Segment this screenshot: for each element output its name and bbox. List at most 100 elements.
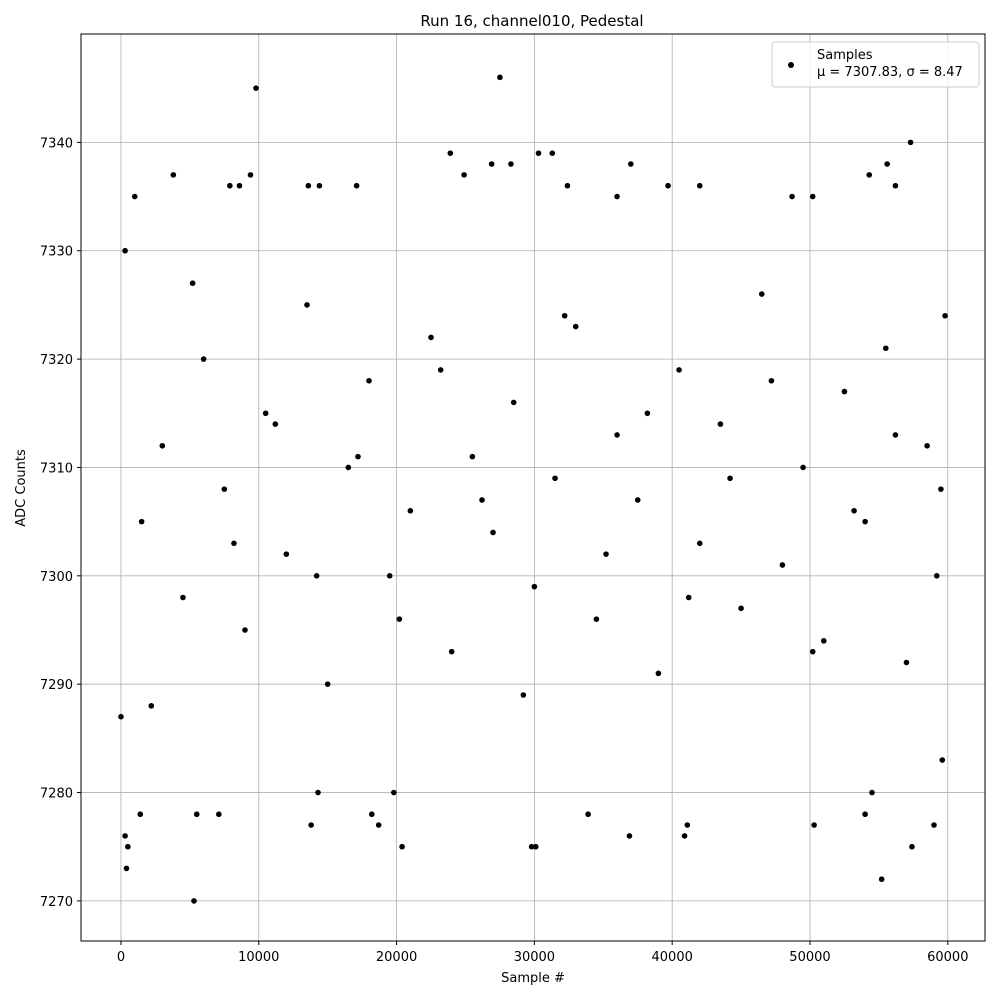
point	[428, 334, 434, 341]
point	[789, 193, 795, 200]
point	[510, 399, 517, 406]
point	[479, 497, 485, 503]
point	[368, 811, 375, 818]
point	[939, 757, 946, 763]
point	[253, 85, 259, 91]
point	[386, 573, 393, 579]
y-tick-label: 7300	[40, 570, 73, 585]
point	[375, 822, 382, 828]
point	[242, 627, 248, 633]
point	[892, 182, 899, 189]
point	[531, 583, 538, 590]
point	[407, 507, 414, 514]
point	[221, 486, 228, 492]
plot-frame	[80, 33, 986, 942]
point	[399, 843, 405, 850]
x-axis-label: Sample #	[501, 971, 565, 986]
x-tick-label: 60000	[927, 950, 968, 965]
point	[841, 388, 848, 395]
legend-marker	[788, 62, 794, 68]
point	[193, 811, 200, 818]
point	[644, 410, 651, 417]
point	[180, 594, 186, 601]
y-tick-label: 7320	[40, 353, 73, 368]
point	[866, 172, 873, 178]
point	[366, 377, 372, 384]
point	[236, 182, 243, 189]
y-tick-label: 7310	[40, 461, 73, 476]
point	[907, 139, 914, 146]
point	[313, 573, 320, 579]
point	[564, 182, 571, 189]
point	[137, 811, 144, 818]
point	[508, 161, 514, 167]
point	[396, 616, 403, 622]
x-tick-label: 20000	[376, 950, 417, 965]
point	[308, 822, 314, 828]
point	[884, 161, 890, 167]
point	[924, 442, 930, 449]
point	[665, 182, 671, 189]
y-tick-label: 7330	[40, 245, 73, 260]
legend-label: μ = 7307.83, σ = 8.47	[817, 65, 963, 80]
point	[938, 486, 944, 492]
point	[488, 161, 495, 167]
point	[676, 367, 682, 373]
point	[626, 833, 633, 839]
point	[585, 811, 591, 818]
point	[727, 475, 733, 482]
point	[628, 161, 634, 167]
point	[324, 681, 331, 687]
point	[931, 822, 937, 828]
point	[191, 898, 197, 904]
point	[535, 150, 542, 156]
point	[497, 74, 503, 81]
point	[315, 789, 321, 796]
point	[634, 497, 641, 503]
point	[851, 507, 857, 514]
point	[490, 529, 496, 536]
point	[942, 312, 948, 319]
point	[469, 453, 476, 460]
points	[118, 74, 948, 904]
point	[681, 833, 688, 839]
point	[131, 193, 138, 200]
point	[779, 562, 786, 568]
point	[811, 822, 817, 828]
y-tick-label: 7290	[40, 678, 73, 693]
point	[528, 843, 535, 850]
point	[304, 302, 310, 308]
point	[520, 692, 527, 698]
point	[227, 182, 233, 189]
point	[353, 182, 360, 189]
point	[685, 594, 692, 601]
point	[820, 638, 827, 644]
legend-box	[771, 41, 980, 88]
point	[903, 659, 910, 666]
point	[552, 475, 558, 482]
point	[655, 670, 662, 677]
chart-title: Run 16, channel010, Pedestal	[420, 12, 643, 30]
point	[717, 421, 724, 427]
point	[561, 312, 568, 319]
point	[909, 843, 915, 850]
point	[122, 247, 128, 254]
point	[696, 182, 703, 189]
point	[758, 291, 765, 297]
point	[448, 648, 455, 655]
point	[189, 280, 196, 287]
x-tick-label: 50000	[789, 950, 830, 965]
x-tick-label: 0	[117, 950, 125, 965]
point	[159, 442, 166, 449]
point	[216, 811, 222, 818]
point	[148, 703, 155, 709]
point	[892, 432, 899, 438]
point	[437, 367, 444, 373]
point	[200, 356, 207, 362]
point	[461, 172, 467, 178]
point	[247, 172, 254, 178]
point	[738, 605, 744, 612]
point	[532, 843, 539, 850]
